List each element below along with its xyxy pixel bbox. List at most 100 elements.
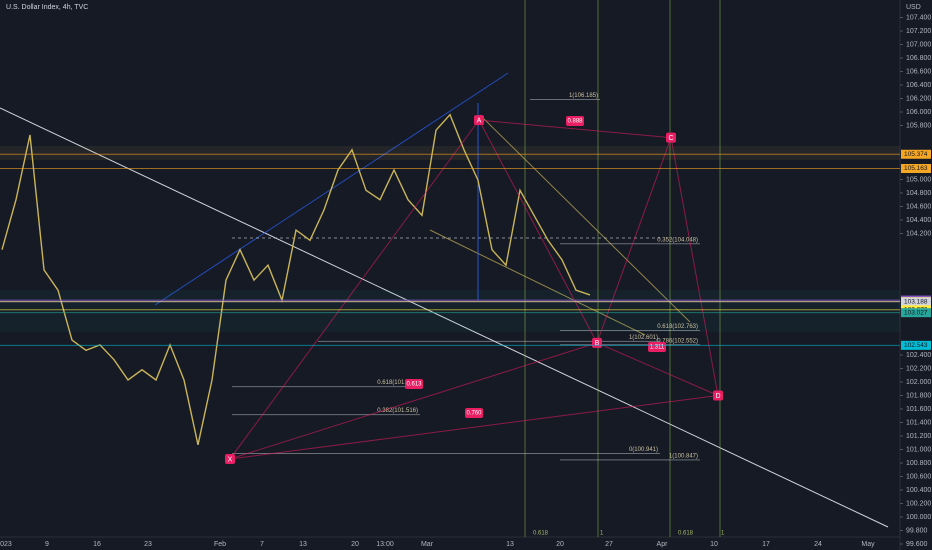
- x-tick-label: 23: [144, 541, 152, 548]
- y-tick-label: 100.200: [906, 500, 931, 507]
- time-line-label: 1: [721, 531, 725, 537]
- level-label: 105.374: [904, 151, 928, 158]
- fib-label: 0.352(104.048): [657, 237, 698, 243]
- chart-title: U.S. Dollar Index, 4h, TVC: [6, 4, 88, 11]
- y-tick-label: 102.000: [906, 379, 931, 386]
- x-tick-label: 27: [605, 541, 613, 548]
- ratio-label: 1.311: [650, 345, 665, 351]
- ratio-label: 0.613: [406, 382, 422, 388]
- y-tick-label: 105.800: [906, 122, 931, 129]
- pattern-point: [666, 132, 676, 143]
- time-line-label: 1: [600, 531, 604, 537]
- y-tick-label: 99.800: [906, 527, 928, 534]
- y-tick-label: 101.400: [906, 419, 931, 426]
- ratio-box: [648, 342, 666, 352]
- y-tick-label: 104.200: [906, 230, 931, 237]
- y-tick-label: 106.600: [906, 68, 931, 75]
- pattern-line: [670, 137, 719, 396]
- y-tick-label: 100.800: [906, 460, 931, 467]
- pattern-point: [225, 453, 235, 464]
- pattern-line: [478, 119, 598, 344]
- ratio-label: 0.888: [567, 119, 583, 125]
- level-box: [901, 297, 931, 307]
- y-tick-label: 101.200: [906, 433, 931, 440]
- axis-unit: USD: [906, 4, 921, 11]
- y-tick-label: 105.000: [906, 176, 931, 183]
- level-label: 103.027: [904, 309, 928, 316]
- y-tick-label: 106.000: [906, 109, 931, 116]
- level-label: 103.188: [904, 299, 928, 306]
- y-tick-label: 102.400: [906, 352, 931, 359]
- y-tick-label: 102.200: [906, 365, 931, 372]
- zone: [0, 146, 900, 160]
- y-tick-label: 101.000: [906, 446, 931, 453]
- fib-label: 1(106.185): [569, 93, 598, 99]
- fib-label: 0.786(102.552): [657, 338, 698, 344]
- pattern-line: [596, 137, 672, 344]
- x-tick-label: Mar: [421, 541, 434, 548]
- pattern-line: [229, 119, 480, 460]
- x-tick-label: 16: [93, 541, 101, 548]
- y-tick-label: 107.200: [906, 28, 931, 35]
- y-tick-label: 101.600: [906, 406, 931, 413]
- pattern-line: [229, 395, 719, 460]
- pattern-line: [596, 342, 719, 396]
- pattern-label: X: [228, 456, 233, 463]
- y-tick-label: 100.600: [906, 473, 931, 480]
- x-tick-label: May: [861, 541, 875, 548]
- x-tick-label: 9: [45, 541, 49, 548]
- ratio-label: 0.760: [466, 411, 482, 417]
- pattern-label: B: [595, 340, 600, 347]
- fib-label: 0.618(102.763): [657, 324, 698, 330]
- wedge-line: [479, 114, 691, 323]
- x-tick-label: 13: [506, 541, 514, 548]
- y-tick-label: 104.600: [906, 203, 931, 210]
- y-tick-label: 106.800: [906, 55, 931, 62]
- fib-label: 1(102.601): [629, 335, 658, 341]
- y-tick-label: 101.800: [906, 392, 931, 399]
- level-box: [901, 149, 931, 159]
- y-tick-label: 99.600: [906, 541, 928, 548]
- x-tick-label: 2023: [0, 541, 12, 548]
- y-tick-label: 107.400: [906, 14, 931, 21]
- time-line-label: 0.618: [533, 531, 549, 537]
- x-tick-label: 13:00: [376, 541, 394, 548]
- pattern-label: D: [715, 393, 720, 400]
- fib-label: 0.618(101.932): [377, 380, 418, 386]
- pattern-label: C: [668, 135, 673, 142]
- y-tick-label: 104.400: [906, 217, 931, 224]
- pattern-line: [478, 119, 672, 139]
- wedge-line: [429, 229, 646, 336]
- zone: [0, 290, 900, 332]
- pattern-point: [474, 115, 484, 126]
- ratio-box: [566, 116, 584, 126]
- fib-label: 0.382(101.516): [377, 408, 418, 414]
- x-tick-label: 20: [556, 541, 564, 548]
- x-tick-label: 24: [814, 541, 822, 548]
- x-tick-label: 20: [351, 541, 359, 548]
- pattern-point: [713, 390, 723, 401]
- x-tick-label: 10: [710, 541, 718, 548]
- x-tick-label: Apr: [657, 541, 669, 548]
- level-box: [901, 340, 931, 350]
- pattern-line: [229, 342, 598, 460]
- ratio-box: [465, 408, 483, 418]
- y-tick-label: 100.400: [906, 487, 931, 494]
- trend-line: [0, 107, 889, 528]
- x-tick-label: 7: [260, 541, 264, 548]
- time-line-label: 0.618: [678, 531, 694, 537]
- y-tick-label: 106.400: [906, 82, 931, 89]
- fib-label: 0(100.941): [629, 447, 658, 453]
- x-tick-label: 13: [299, 541, 307, 548]
- y-tick-label: 104.800: [906, 190, 931, 197]
- fib-label: 1(100.847): [669, 453, 698, 459]
- level-label: 102.543: [904, 342, 928, 349]
- x-tick-label: Feb: [214, 541, 226, 548]
- level-label: 105.163: [904, 165, 928, 172]
- y-tick-label: 107.000: [906, 41, 931, 48]
- pattern-label: A: [477, 117, 482, 124]
- level-box: [901, 308, 931, 318]
- level-box: [901, 163, 931, 173]
